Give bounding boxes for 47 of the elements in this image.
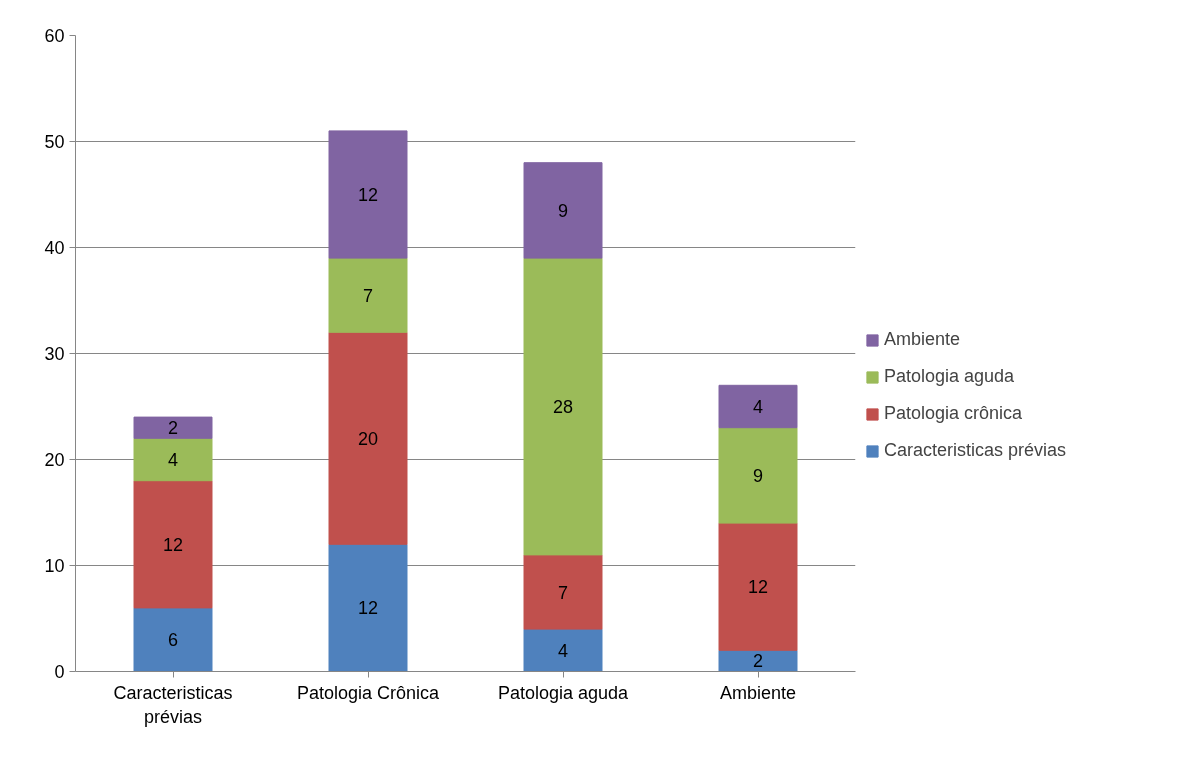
legend-label: Caracteristicas prévias [884,440,1067,461]
data-label: 2 [752,651,764,672]
data-label: 7 [557,582,569,603]
legend-label: Patologia aguda [884,366,1015,387]
data-label: 7 [362,285,374,306]
legend-label: Ambiente [884,329,961,350]
data-label: 12 [357,598,379,619]
data-label: 28 [552,397,574,417]
bar [718,522,798,651]
bar [328,257,408,333]
bar [523,628,603,672]
x-tick-label: Ambiente [719,682,797,703]
bar [133,607,213,672]
data-label: 4 [557,640,569,661]
data-label: 12 [747,577,769,598]
y-tick-label: 40 [44,238,65,258]
y-tick-label: 0 [54,662,65,682]
data-label: 9 [752,465,764,486]
data-label: 2 [167,418,179,439]
legend-label: Patologia crônica [884,403,1023,424]
bar [523,162,603,259]
data-label: 9 [557,200,569,221]
bar [328,543,408,672]
bar [523,257,603,556]
data-label: 6 [167,630,179,651]
bar [328,130,408,259]
data-label: 12 [357,185,379,205]
y-tick-label: 50 [44,132,65,152]
bar [718,649,798,672]
y-tick-label: 20 [44,450,65,470]
x-tick-label: Caracteristicas prévias [113,682,233,727]
y-tick-label: 30 [44,344,65,364]
bar [133,416,213,439]
y-tick-label: 60 [44,26,65,46]
data-label: 4 [752,397,764,417]
x-tick-label: Patologia Crônica [296,682,441,703]
bar [328,331,408,545]
y-tick-label: 10 [44,556,65,576]
bar [718,384,798,429]
x-tick-label: Patologia aguda [497,682,630,703]
bar [523,554,603,630]
data-label: 20 [357,428,379,449]
data-label: 4 [167,450,179,470]
bar [133,437,213,482]
bar [718,427,798,524]
bar [133,480,213,609]
data-label: 12 [162,534,184,555]
